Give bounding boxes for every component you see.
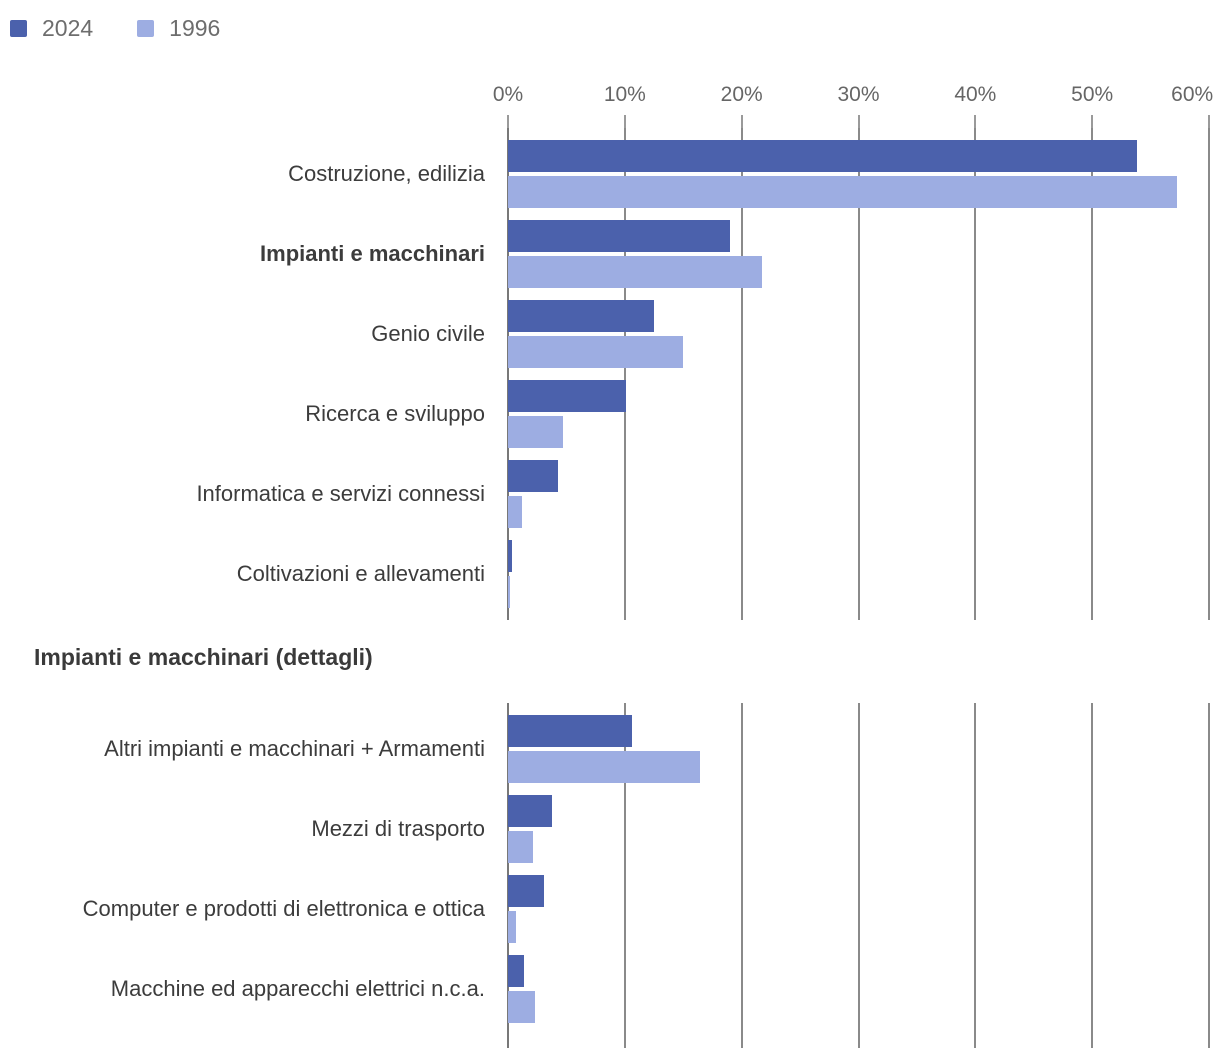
x-tick-label: 0%	[492, 83, 524, 106]
category-label: Coltivazioni e allevamenti	[236, 561, 485, 587]
detail-plot: Altri impianti e macchinari + Armamenti M…	[83, 703, 1210, 1048]
main-plot: Costruzione, edilizia Impianti e macchina…	[196, 128, 1210, 620]
bar-1996	[508, 176, 1178, 208]
bar-1996	[508, 751, 700, 783]
x-tick-label: 40%	[954, 83, 997, 106]
bar-2024	[508, 540, 512, 572]
gridline	[974, 703, 977, 1048]
x-tick-label: 10%	[603, 83, 646, 106]
legend-item-2024: 2024	[10, 15, 93, 42]
legend-item-1996: 1996	[137, 15, 220, 42]
gridline	[1091, 703, 1094, 1048]
bar-2024	[508, 875, 545, 907]
detail-section-title: Impianti e macchinari (dettagli)	[34, 644, 373, 670]
category-label: Impianti e macchinari	[260, 241, 485, 267]
gridline	[1208, 128, 1210, 620]
x-tick-mark	[1091, 115, 1094, 128]
bar-row: Costruzione, edilizia	[288, 128, 1209, 208]
bar-1996	[508, 336, 684, 368]
bar-2024	[508, 380, 626, 412]
x-tick-label: 30%	[837, 83, 880, 106]
gridline	[740, 703, 743, 1048]
x-tick-mark	[507, 115, 509, 128]
bar-row: Ricerca e sviluppo	[305, 368, 1209, 448]
main-chart: 0% 10% 20% 30% 40% 50% 60% Costruzione, ediliz…	[196, 80, 1213, 620]
gridline	[1208, 703, 1210, 1048]
bar-row: Altri impianti e macchinari + Armamenti	[104, 703, 1209, 783]
legend-label-2024: 2024	[42, 15, 94, 41]
bar-2024	[508, 715, 632, 747]
bar-1996	[508, 576, 511, 608]
category-label: Ricerca e sviluppo	[305, 401, 485, 427]
gridline	[623, 128, 626, 620]
bar-row: Informatica e servizi connessi	[196, 448, 1209, 528]
legend-swatch-1996	[137, 20, 155, 37]
x-tick-mark	[1208, 115, 1210, 128]
bar-1996	[508, 991, 535, 1023]
bar-1996	[508, 831, 533, 863]
bar-2024	[508, 460, 559, 492]
gridline	[623, 703, 626, 1048]
gridline	[857, 703, 860, 1048]
bar-2024	[508, 220, 730, 252]
x-tick-mark	[623, 115, 626, 128]
x-tick-mark	[974, 115, 977, 128]
bar-2024	[508, 955, 525, 987]
y-axis-line	[507, 128, 509, 620]
category-label: Altri impianti e macchinari + Armamenti	[104, 736, 485, 762]
bar-row: Mezzi di trasporto	[311, 783, 1209, 863]
bar-2024	[508, 140, 1137, 172]
gridline	[740, 128, 743, 620]
bar-1996	[508, 256, 762, 288]
bar-row: Impianti e macchinari	[260, 208, 1209, 288]
bar-2024	[508, 795, 553, 827]
category-label: Costruzione, edilizia	[288, 161, 485, 187]
gridline	[857, 128, 860, 620]
bar-row: Coltivazioni e allevamenti	[237, 528, 1209, 608]
category-label: Macchine ed apparecchi elettrici n.c.a.	[110, 976, 485, 1002]
chart-legend: 2024 1996	[10, 15, 220, 42]
legend-label-1996: 1996	[169, 15, 221, 41]
x-tick-mark	[857, 115, 860, 128]
bar-1996	[508, 911, 517, 943]
gridline	[1091, 128, 1094, 620]
bar-row: Computer e prodotti di elettronica e ott…	[83, 863, 1209, 943]
legend-swatch-2024	[10, 20, 27, 37]
bar-row: Genio civile	[371, 288, 1209, 368]
category-label: Genio civile	[371, 321, 485, 347]
x-tick-label: 50%	[1071, 83, 1114, 106]
bar-2024	[508, 300, 655, 332]
gridline	[974, 128, 977, 620]
x-tick-mark	[740, 115, 743, 128]
x-tick-label: 20%	[720, 83, 763, 106]
bar-1996	[508, 416, 563, 448]
bar-row: Macchine ed apparecchi elettrici n.c.a.	[111, 943, 1209, 1023]
x-tick-label: 60%	[1171, 83, 1214, 106]
detail-chart: Altri impianti e macchinari + Armamenti M…	[83, 703, 1210, 1048]
category-label: Informatica e servizi connessi	[196, 481, 485, 507]
category-label: Computer e prodotti di elettronica e ott…	[82, 896, 485, 922]
category-label: Mezzi di trasporto	[311, 816, 485, 842]
bar-1996	[508, 496, 523, 528]
x-axis: 0% 10% 20% 30% 40% 50% 60%	[493, 80, 1213, 128]
